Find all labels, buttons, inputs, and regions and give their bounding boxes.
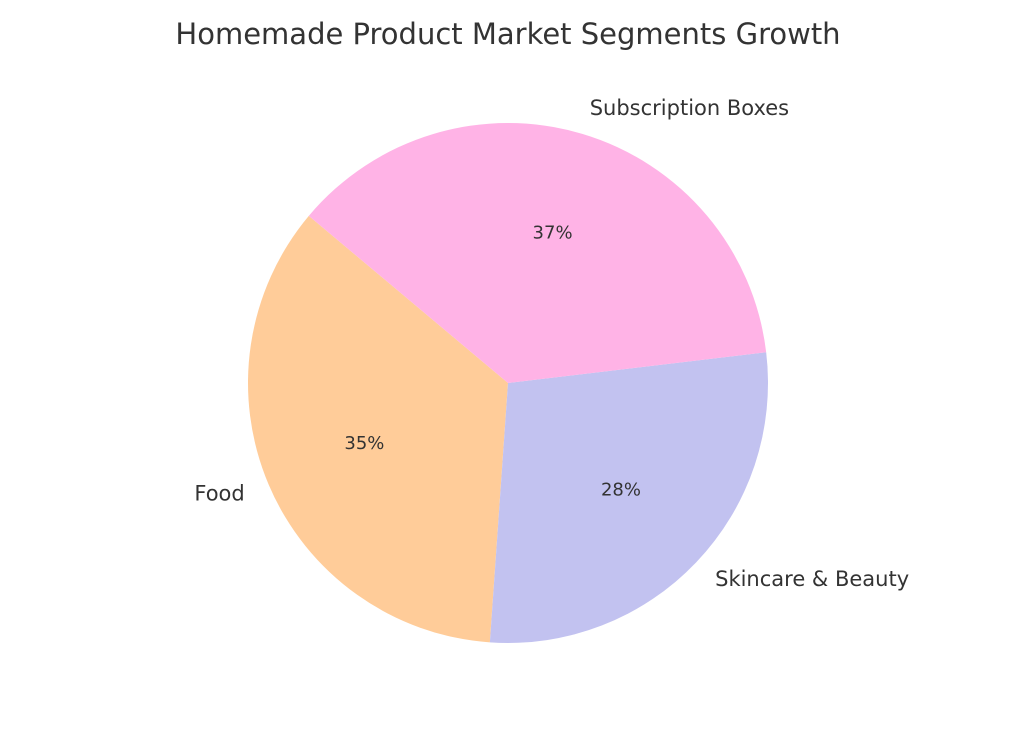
pie-slice (308, 122, 767, 384)
value-label: 37% (533, 223, 573, 244)
value-label: 28% (601, 480, 641, 501)
slice-label: Skincare & Beauty (715, 567, 909, 591)
chart-title: Homemade Product Market Segments Growth (175, 17, 840, 51)
pie-slice (489, 352, 769, 643)
slice-label: Subscription Boxes (590, 96, 789, 120)
value-label: 35% (344, 433, 384, 454)
pie-slice (248, 215, 509, 643)
slice-label: Food (194, 482, 244, 506)
